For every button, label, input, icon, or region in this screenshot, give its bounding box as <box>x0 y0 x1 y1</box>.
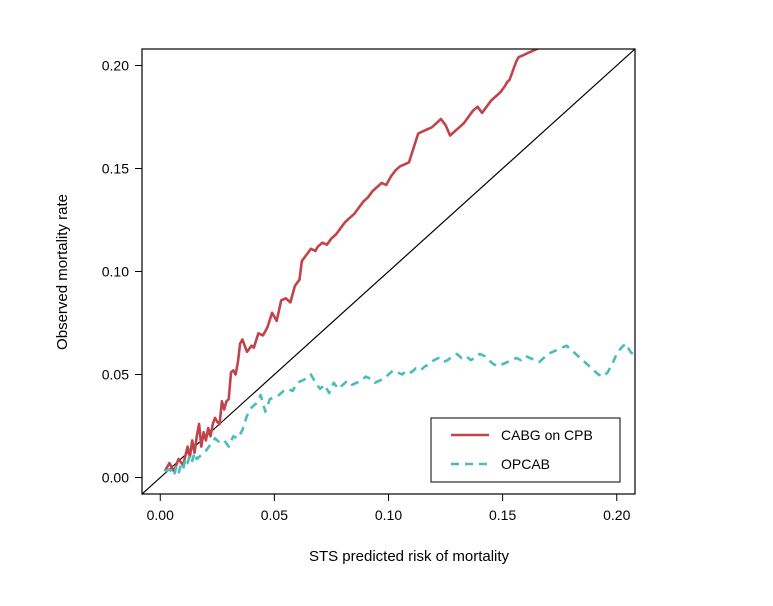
y-tick-label: 0.05 <box>102 367 129 383</box>
legend-box <box>430 417 621 483</box>
x-tick-label: 0.20 <box>603 507 630 523</box>
axes: 0.00 0.05 0.10 0.15 0.20 0.00 0.05 0.10 0.15 0.20 <box>102 48 636 523</box>
y-tick-label: 0.15 <box>102 160 129 176</box>
x-tick-label: 0.00 <box>147 507 174 523</box>
y-tick-label: 0.00 <box>102 470 129 486</box>
plot-area <box>142 49 635 494</box>
legend-label-opcab: OPCAB <box>501 456 550 472</box>
legend: CABG on CPB OPCAB <box>430 417 621 483</box>
y-tick-label: 0.10 <box>102 264 129 280</box>
reference-diagonal-line <box>142 49 635 494</box>
x-axis-title: STS predicted risk of mortality <box>309 548 510 565</box>
x-tick-label: 0.15 <box>489 507 516 523</box>
series-line-cabg-on-cpb <box>163 49 540 473</box>
x-tick-label: 0.10 <box>375 507 402 523</box>
x-tick-label: 0.05 <box>261 507 288 523</box>
y-tick-label: 0.20 <box>102 57 129 73</box>
legend-label-cabg-on-cpb: CABG on CPB <box>501 427 593 443</box>
series-line-opcab <box>164 342 635 477</box>
y-axis-title: Observed mortality rate <box>54 194 71 350</box>
